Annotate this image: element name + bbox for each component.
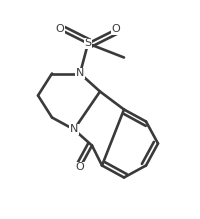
- Text: N: N: [70, 124, 78, 134]
- Text: N: N: [76, 69, 84, 78]
- Text: S: S: [84, 39, 92, 48]
- Text: O: O: [76, 162, 84, 173]
- Text: O: O: [112, 25, 120, 35]
- Text: O: O: [56, 25, 64, 35]
